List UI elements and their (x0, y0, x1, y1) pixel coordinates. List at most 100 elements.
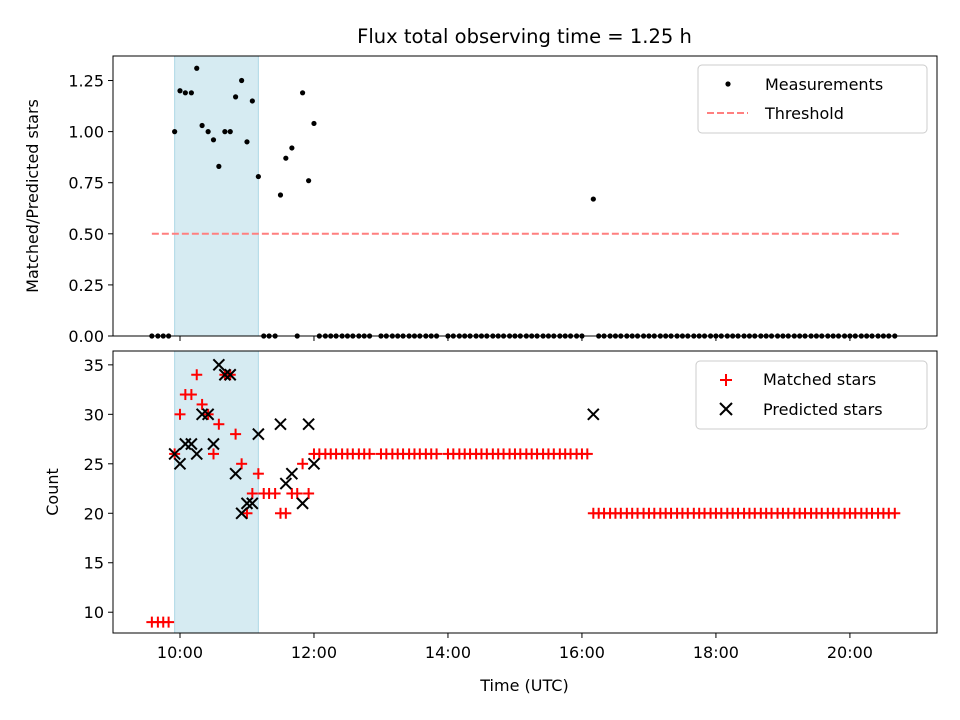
predicted-star-stroke-b (224, 368, 237, 381)
matched-star-point (581, 448, 593, 460)
measurement-point (289, 145, 295, 151)
predicted-star-stroke-b (307, 457, 321, 471)
predicted-star-point (240, 497, 254, 510)
x-tick-label: 20:00 (827, 643, 873, 662)
y-tick-label: 20 (84, 504, 104, 523)
y-tick-label: 35 (84, 356, 104, 375)
matched-star-point (303, 487, 315, 499)
y-tick-label: 1.00 (68, 123, 104, 142)
predicted-star-point (190, 447, 203, 461)
matched-star-point (185, 389, 197, 401)
top-legend: Measurements Threshold (697, 64, 928, 134)
x-tick-label: 18:00 (693, 643, 739, 662)
measurement-point (177, 88, 183, 94)
matched-star-point (246, 487, 258, 499)
measurement-point (205, 129, 211, 135)
predicted-stars-series (168, 358, 600, 520)
y-tick-label: 25 (84, 455, 104, 474)
y-tick-label: 30 (84, 405, 104, 424)
predicted-star-point (285, 467, 299, 480)
matched-stars-series (146, 369, 901, 628)
x-tick-label: 10:00 (157, 643, 203, 662)
predicted-star-stroke-b (201, 408, 215, 421)
measurement-point (194, 65, 200, 71)
predicted-star-stroke-b (279, 477, 293, 490)
y-tick-label: 0.25 (68, 276, 104, 295)
y-tick-label: 0.00 (68, 327, 104, 346)
measurement-point (311, 120, 317, 127)
x-axis-label: Time (UTC) (479, 676, 568, 695)
predicted-star-point (168, 447, 181, 461)
legend-matched-marker (720, 374, 732, 386)
predicted-star-stroke-b (168, 447, 181, 461)
legend-predicted-marker (719, 402, 733, 416)
predicted-star-stroke-b (218, 368, 232, 381)
legend-measurements-label: Measurements (765, 75, 883, 94)
matched-star-point (291, 487, 303, 499)
predicted-star-point (246, 497, 259, 510)
matched-star-point (196, 398, 208, 410)
matched-star-point (213, 418, 225, 430)
predicted-star-point (302, 418, 315, 431)
predicted-star-stroke-b (229, 467, 242, 480)
y-tick-label: 15 (84, 554, 104, 573)
measurement-point (216, 163, 222, 169)
top-x-ticks (179, 336, 851, 341)
top-plot-panel: 0.00 0.25 0.50 0.75 1.00 1.25 Matched/Predict… (23, 55, 938, 346)
predicted-star-stroke-b (185, 437, 198, 451)
predicted-star-stroke-b (302, 418, 315, 431)
predicted-star-point (235, 507, 248, 520)
y-tick-label: 0.50 (68, 225, 104, 244)
predicted-star-point (274, 418, 287, 431)
predicted-star-stroke-b (173, 457, 187, 471)
predicted-star-point (201, 408, 215, 421)
predicted-star-stroke-b (246, 497, 259, 510)
predicted-star-point (229, 467, 242, 480)
predicted-star-point (587, 408, 600, 421)
measurement-point (222, 129, 228, 135)
predicted-star-point (218, 368, 232, 381)
shaded-span (174, 55, 259, 337)
predicted-star-stroke-b (235, 507, 248, 520)
top-plot-frame (112, 55, 938, 337)
predicted-star-point (173, 457, 187, 471)
shaded-span (174, 350, 259, 634)
matched-star-point (174, 408, 186, 420)
predicted-star-point (279, 477, 293, 490)
measurement-point (244, 139, 250, 145)
legend-predicted-label: Predicted stars (763, 400, 883, 419)
measurement-point (239, 77, 245, 84)
predicted-star-stroke-b (285, 467, 299, 480)
y-tick-label: 0.75 (68, 174, 104, 193)
measurement-point (277, 192, 284, 198)
measurement-point (283, 155, 289, 161)
predicted-star-stroke-b (274, 418, 287, 431)
bottom-y-axis: 10 15 20 25 30 35 (84, 356, 113, 622)
predicted-star-stroke-b (212, 358, 226, 372)
predicted-star-stroke-b (207, 437, 220, 451)
predicted-star-point (307, 457, 321, 471)
x-tick-label: 16:00 (559, 643, 605, 662)
legend-matched-label: Matched stars (763, 370, 876, 389)
matched-star-point (236, 458, 248, 470)
predicted-star-point (296, 497, 309, 510)
top-legend-box (697, 64, 928, 134)
predicted-star-stroke-b (296, 497, 309, 510)
bottom-legend: Matched stars Predicted stars (695, 360, 928, 430)
matched-star-point (364, 448, 376, 460)
measurement-point (227, 129, 233, 135)
predicted-star-point (224, 368, 237, 381)
measurement-point (199, 122, 205, 129)
measurement-point (306, 178, 312, 184)
legend-measurements-marker (725, 81, 731, 87)
matched-star-point (297, 458, 309, 470)
measurement-point (172, 129, 178, 135)
y-tick-label: 1.25 (68, 72, 104, 91)
predicted-star-stroke-b (252, 427, 265, 441)
matched-star-point (280, 507, 292, 519)
matched-star-point (191, 369, 203, 381)
matched-star-point (252, 468, 264, 480)
predicted-star-point (207, 437, 220, 451)
chart-title: Flux total observing time = 1.25 h (357, 25, 692, 48)
